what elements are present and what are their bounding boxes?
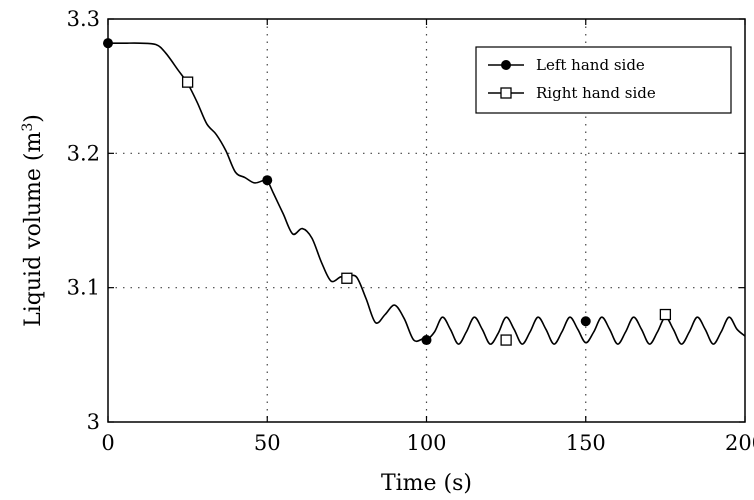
- grid: [108, 19, 745, 422]
- x-tick-label: 200: [725, 431, 754, 455]
- series-line: [108, 42, 746, 345]
- legend-box: [475, 46, 732, 114]
- y-tick-label: 3.3: [67, 7, 100, 31]
- y-tick-label: 3.1: [67, 276, 100, 300]
- series-curve: [108, 42, 746, 345]
- x-axis-label: Time (s): [381, 471, 472, 496]
- marker-right-hand-side: [341, 272, 353, 284]
- legend-entry-left-hand-side: Left hand side: [488, 56, 645, 74]
- legend-entry-right-hand-side: Right hand side: [488, 84, 656, 102]
- y-tick-label: 3: [87, 410, 100, 434]
- legend-marker-right: [500, 87, 512, 99]
- x-tick-label: 50: [254, 431, 281, 455]
- series-markers: [103, 38, 672, 346]
- x-tick-label: 150: [566, 431, 606, 455]
- x-tick-label: 0: [101, 431, 114, 455]
- marker-right-hand-side: [500, 334, 512, 346]
- legend: Left hand side Right hand side: [475, 46, 732, 114]
- marker-left-hand-side: [580, 316, 591, 327]
- marker-right-hand-side: [181, 76, 194, 88]
- marker-right-hand-side: [659, 308, 672, 321]
- legend-label-left: Left hand side: [536, 56, 645, 74]
- y-axis-label: Liquid volume (m3): [20, 114, 46, 327]
- x-tick-label: 100: [406, 431, 446, 455]
- marker-left-hand-side: [421, 335, 432, 346]
- axis-ticks: [107, 18, 746, 423]
- tick-labels: 0 50 100 150 200 3 3.1 3.2 3.3: [67, 7, 754, 455]
- legend-marker-left: [501, 60, 511, 70]
- marker-left-hand-side: [262, 175, 273, 186]
- y-tick-label: 3.2: [67, 141, 100, 165]
- legend-label-right: Right hand side: [536, 84, 656, 102]
